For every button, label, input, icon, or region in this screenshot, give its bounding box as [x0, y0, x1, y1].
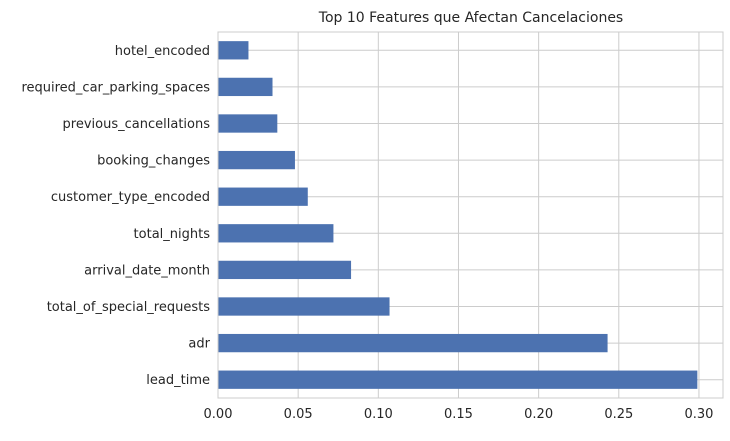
- x-tick-labels: 0.00 0.05 0.10 0.15 0.20 0.25 0.30: [204, 407, 714, 422]
- y-tick-label: previous_cancellations: [63, 117, 211, 132]
- y-tick-label: total_of_special_requests: [47, 300, 211, 315]
- bar-total-nights: [218, 224, 334, 243]
- bar-adr: [218, 333, 608, 353]
- bar-total-of-special-requests: [218, 297, 390, 316]
- x-tick-label: 0.10: [364, 407, 393, 422]
- x-tick-label: 0.05: [284, 407, 313, 422]
- bar-booking-changes: [218, 150, 295, 170]
- x-tick-label: 0.25: [604, 407, 633, 422]
- y-tick-label: required_car_parking_spaces: [21, 80, 210, 95]
- bar-required-car-parking-spaces: [218, 77, 273, 97]
- x-tick-label: 0.30: [684, 407, 713, 422]
- y-tick-label: lead_time: [146, 373, 210, 388]
- x-tick-label: 0.00: [204, 407, 233, 422]
- y-tick-label: customer_type_encoded: [51, 190, 210, 205]
- bar-arrival-date-month: [218, 260, 352, 280]
- y-tick-labels: lead_time adr total_of_special_requests arr…: [21, 44, 210, 388]
- y-tick-label: total_nights: [134, 227, 211, 242]
- plot-frame: [217, 31, 724, 399]
- bar-lead-time: [218, 370, 698, 389]
- bars: [218, 41, 698, 389]
- y-tick-label: booking_changes: [97, 154, 210, 169]
- y-tick-label: adr: [188, 337, 210, 352]
- plot-border: [217, 31, 724, 399]
- y-tick-label: arrival_date_month: [84, 263, 210, 278]
- bar-hotel-encoded: [218, 41, 249, 60]
- chart-title: Top 10 Features que Afectan Cancelacione…: [318, 10, 623, 26]
- x-tick-label: 0.20: [524, 407, 553, 422]
- bar-previous-cancellations: [218, 114, 278, 133]
- bar-customer-type-encoded: [218, 187, 308, 206]
- x-tick-label: 0.15: [444, 407, 473, 422]
- y-tick-label: hotel_encoded: [115, 44, 210, 59]
